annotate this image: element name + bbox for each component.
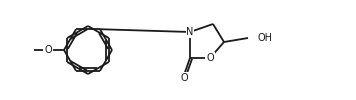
- Text: OH: OH: [257, 33, 272, 43]
- Text: O: O: [180, 73, 188, 83]
- Text: O: O: [206, 53, 214, 63]
- Text: N: N: [186, 27, 194, 37]
- Text: O: O: [44, 45, 52, 55]
